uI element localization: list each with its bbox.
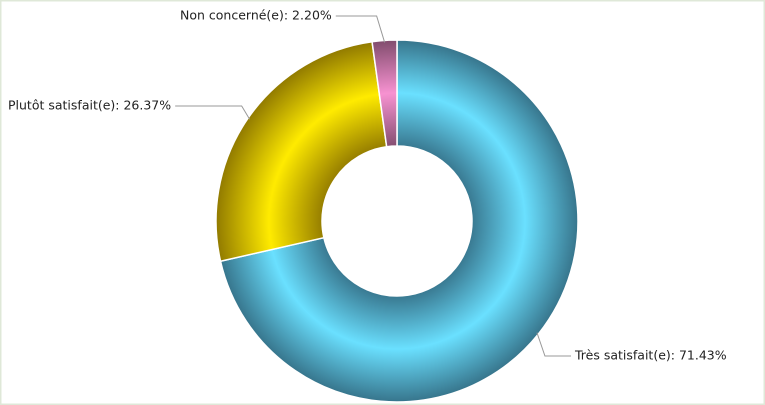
- data-label: Non concerné(e): 2.20%: [180, 8, 332, 23]
- data-label: Très satisfait(e): 71.43%: [574, 348, 727, 363]
- donut-slice: [215, 40, 388, 263]
- donut-slice: [219, 39, 579, 403]
- leader-line: [335, 15, 386, 43]
- leader-line: [536, 332, 571, 357]
- donut-slice: [371, 39, 398, 148]
- data-label: Plutôt satisfait(e): 26.37%: [8, 98, 171, 113]
- leader-line: [175, 105, 251, 120]
